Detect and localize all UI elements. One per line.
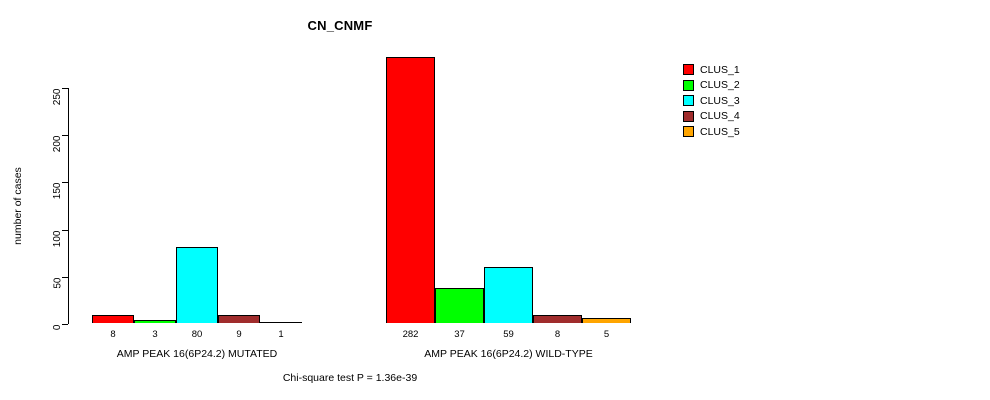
legend-item[interactable]: CLUS_2 bbox=[683, 78, 740, 94]
legend-item[interactable]: CLUS_1 bbox=[683, 62, 740, 78]
bar-value-label: 37 bbox=[454, 329, 465, 340]
bar-group: 282 37 59 8 5 AMP PEAK 16(6P24.2) WILD-TYPE bbox=[386, 0, 631, 400]
y-axis-line bbox=[68, 88, 69, 324]
legend-swatch-icon bbox=[683, 126, 694, 138]
y-axis-tick bbox=[62, 182, 68, 184]
legend-item-label: CLUS_4 bbox=[700, 110, 740, 123]
y-axis-tick-label: 150 bbox=[52, 182, 64, 200]
legend-item[interactable]: CLUS_3 bbox=[683, 93, 740, 109]
y-axis-tick-label: 0 bbox=[52, 324, 64, 331]
bar[interactable] bbox=[533, 315, 582, 323]
group-axis-label: AMP PEAK 16(6P24.2) MUTATED bbox=[116, 348, 278, 360]
y-axis-tick bbox=[62, 324, 68, 325]
legend-swatch-icon bbox=[683, 95, 694, 107]
legend: CLUS_1 CLUS_2 CLUS_3 CLUS_4 CLUS_5 bbox=[683, 62, 740, 140]
plot-area: number of cases 0 50 100 150 200 250 8 3 80 9 1 AM… bbox=[12, 0, 631, 400]
y-axis-tick bbox=[62, 229, 68, 231]
chart-annotation: Chi-square test P = 1.36e-39 bbox=[0, 372, 990, 384]
legend-swatch-icon bbox=[683, 110, 694, 122]
bars-row bbox=[386, 57, 631, 323]
bar-value-label: 5 bbox=[603, 329, 610, 340]
bar-value-label: 8 bbox=[110, 329, 116, 340]
bar-group: 8 3 80 9 1 AMP PEAK 16(6P24.2) MUTATED bbox=[92, 0, 302, 400]
bar-value-labels: 8 3 80 9 1 bbox=[92, 329, 302, 340]
bar[interactable] bbox=[218, 315, 260, 323]
bar-value-label: 8 bbox=[554, 329, 561, 340]
y-axis-title: number of cases bbox=[12, 167, 24, 245]
y-axis-tick bbox=[62, 135, 68, 137]
y-axis-tick-label: 100 bbox=[52, 230, 64, 247]
y-axis-tick-label: 250 bbox=[52, 88, 64, 106]
bar-value-label: 80 bbox=[191, 329, 203, 340]
y-axis-tick-label: 200 bbox=[52, 135, 64, 153]
y-axis-tick-label: 50 bbox=[52, 277, 64, 289]
bar-value-labels: 282 37 59 8 5 bbox=[386, 329, 631, 340]
bar[interactable] bbox=[176, 247, 218, 323]
y-axis-tick bbox=[62, 276, 68, 278]
bar[interactable] bbox=[386, 57, 435, 323]
bar[interactable] bbox=[582, 318, 631, 323]
legend-item[interactable]: CLUS_4 bbox=[683, 109, 740, 125]
chi-square-text: Chi-square test P = 1.36e-39 bbox=[282, 372, 418, 384]
bar-value-label: 3 bbox=[152, 329, 158, 340]
bar[interactable] bbox=[134, 320, 176, 323]
legend-item-label: CLUS_1 bbox=[700, 63, 740, 76]
bar[interactable] bbox=[484, 267, 533, 323]
bar-value-label: 282 bbox=[402, 329, 419, 340]
bar[interactable] bbox=[260, 322, 302, 323]
legend-item-label: CLUS_3 bbox=[700, 94, 740, 107]
legend-item-label: CLUS_5 bbox=[700, 125, 740, 138]
bar[interactable] bbox=[435, 288, 484, 323]
bar[interactable] bbox=[92, 315, 134, 323]
legend-swatch-icon bbox=[683, 64, 694, 76]
page-title: CN_CNMF bbox=[307, 18, 373, 33]
bar-value-label: 9 bbox=[236, 329, 242, 340]
y-axis-tick bbox=[62, 88, 68, 89]
legend-swatch-icon bbox=[683, 79, 694, 91]
bar-value-label: 59 bbox=[503, 329, 514, 340]
bars-row bbox=[92, 87, 302, 323]
bar-value-label: 1 bbox=[278, 329, 284, 340]
group-axis-label: AMP PEAK 16(6P24.2) WILD-TYPE bbox=[424, 348, 593, 360]
legend-item[interactable]: CLUS_5 bbox=[683, 124, 740, 140]
legend-item-label: CLUS_2 bbox=[700, 79, 740, 92]
